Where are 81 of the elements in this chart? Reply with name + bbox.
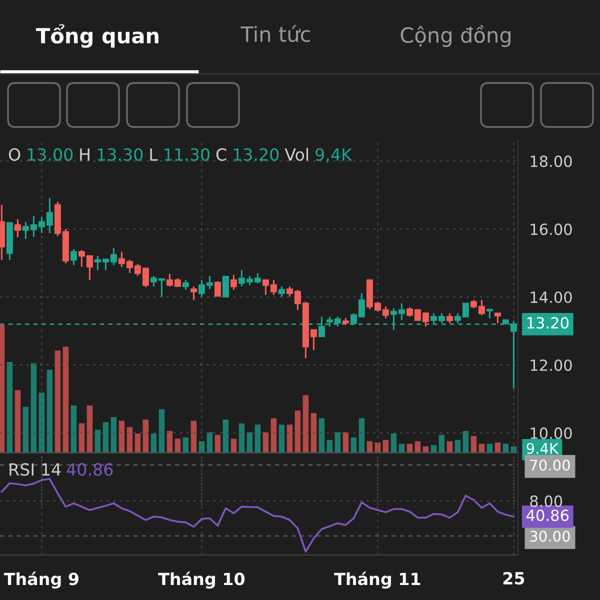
- bar: [142, 420, 149, 453]
- bar: [334, 432, 341, 453]
- bar: [102, 422, 109, 453]
- bar: [302, 395, 309, 453]
- bar: [22, 406, 29, 453]
- bar: [462, 430, 469, 453]
- bar: [222, 420, 229, 453]
- bar: [134, 434, 141, 453]
- candlestick: [14, 218, 21, 238]
- bar: [110, 416, 117, 453]
- chart-title: RSI 14: [10, 463, 61, 476]
- y-tick-label: 12.00: [530, 359, 572, 372]
- bar: [238, 423, 245, 453]
- line-series: [0, 478, 515, 553]
- bar: [6, 362, 13, 453]
- bar: [286, 424, 293, 453]
- bar: [310, 413, 317, 453]
- candlestick: [494, 312, 501, 324]
- bar: [174, 438, 181, 453]
- bar: [190, 420, 197, 453]
- bar: [294, 410, 301, 453]
- bar: [118, 420, 125, 453]
- y-tick-label: 8.00: [530, 495, 562, 507]
- bar: [254, 424, 261, 453]
- bar: [62, 346, 69, 453]
- bar: [270, 418, 277, 453]
- bar: [214, 434, 221, 453]
- bar: [158, 409, 165, 453]
- text: Tin tức: [240, 25, 310, 42]
- bar: [78, 423, 85, 453]
- bar: [438, 434, 445, 453]
- data-label: 40.86: [526, 510, 569, 522]
- x-tick-label: Tháng 10: [158, 572, 245, 589]
- ref-line-label: 13.20: [527, 317, 568, 329]
- bar: [382, 440, 389, 453]
- bar: [446, 441, 453, 453]
- bar: [166, 430, 173, 453]
- bar: [46, 370, 53, 453]
- bar: [358, 418, 365, 453]
- bar: [0, 325, 5, 453]
- bar: [470, 436, 477, 453]
- y-tick-label: 10.00: [530, 427, 572, 439]
- bar: [454, 440, 461, 453]
- candlestick: [182, 279, 189, 291]
- text: O 13.00 H 13.30 L 11.30 C 13.20 Vol 9,4K: [8, 148, 352, 163]
- y-tick-label: 30.00: [530, 530, 570, 542]
- bar: [182, 437, 189, 453]
- bar: [94, 430, 101, 453]
- y-tick-label: 14.00: [530, 291, 572, 304]
- candlestick: [190, 286, 197, 301]
- bar: [126, 427, 133, 453]
- text: Tổng quan: [36, 24, 158, 48]
- bar: [414, 441, 421, 453]
- x-tick-label: Tháng 11: [334, 572, 420, 589]
- bar: [390, 434, 397, 453]
- text: Cộng đồng: [400, 25, 510, 47]
- y-tick-label: 70.00: [530, 460, 570, 471]
- bar: [350, 437, 357, 453]
- bar: [278, 424, 285, 453]
- candlestick: [446, 312, 453, 324]
- candlestick: [230, 274, 237, 291]
- bar: [30, 363, 37, 453]
- text: 9.4K: [526, 442, 559, 454]
- bar: [318, 418, 325, 453]
- candlestick: [222, 275, 229, 298]
- bar: [150, 434, 157, 453]
- candlestick: [70, 248, 77, 266]
- bar: [14, 390, 21, 453]
- y-tick-label: 16.00: [530, 224, 572, 236]
- bar: [86, 405, 93, 453]
- annotation: 40.86: [66, 463, 113, 476]
- x-tick-label: Tháng 9: [4, 572, 78, 589]
- bar: [230, 438, 237, 453]
- bar: [54, 350, 61, 453]
- bar: [326, 440, 333, 453]
- y-tick-label: 18.00: [530, 156, 572, 168]
- x-tick-label: 25: [503, 572, 524, 585]
- bar: [70, 405, 77, 453]
- candlestick: [214, 280, 221, 297]
- candlestick: [278, 286, 285, 298]
- bar: [366, 441, 373, 453]
